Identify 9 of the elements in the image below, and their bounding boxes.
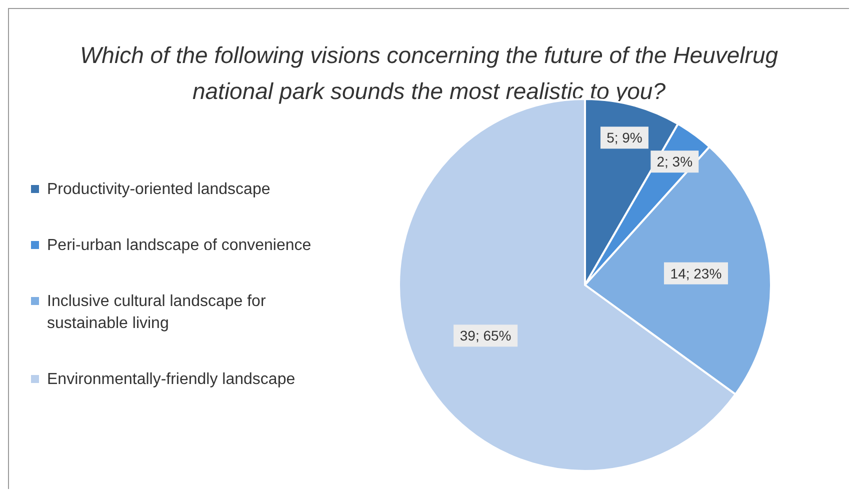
legend-label: Productivity-oriented landscape — [47, 180, 270, 200]
chart-title: Which of the following visions concerning the future of the Heuvelrug national park sounds the most realistic to you? — [78, 41, 780, 106]
legend-label: Inclusive cultural landscape for sustainable living — [47, 292, 267, 334]
legend-label: Peri-urban landscape of convenience — [47, 236, 312, 256]
data-label: 5; 9% — [606, 130, 642, 146]
data-label: 14; 23% — [670, 265, 722, 282]
data-label: 2; 3% — [656, 154, 693, 170]
data-label: 39; 65% — [460, 328, 512, 344]
legend-label: Environmentally-friendly landscape — [47, 370, 296, 390]
